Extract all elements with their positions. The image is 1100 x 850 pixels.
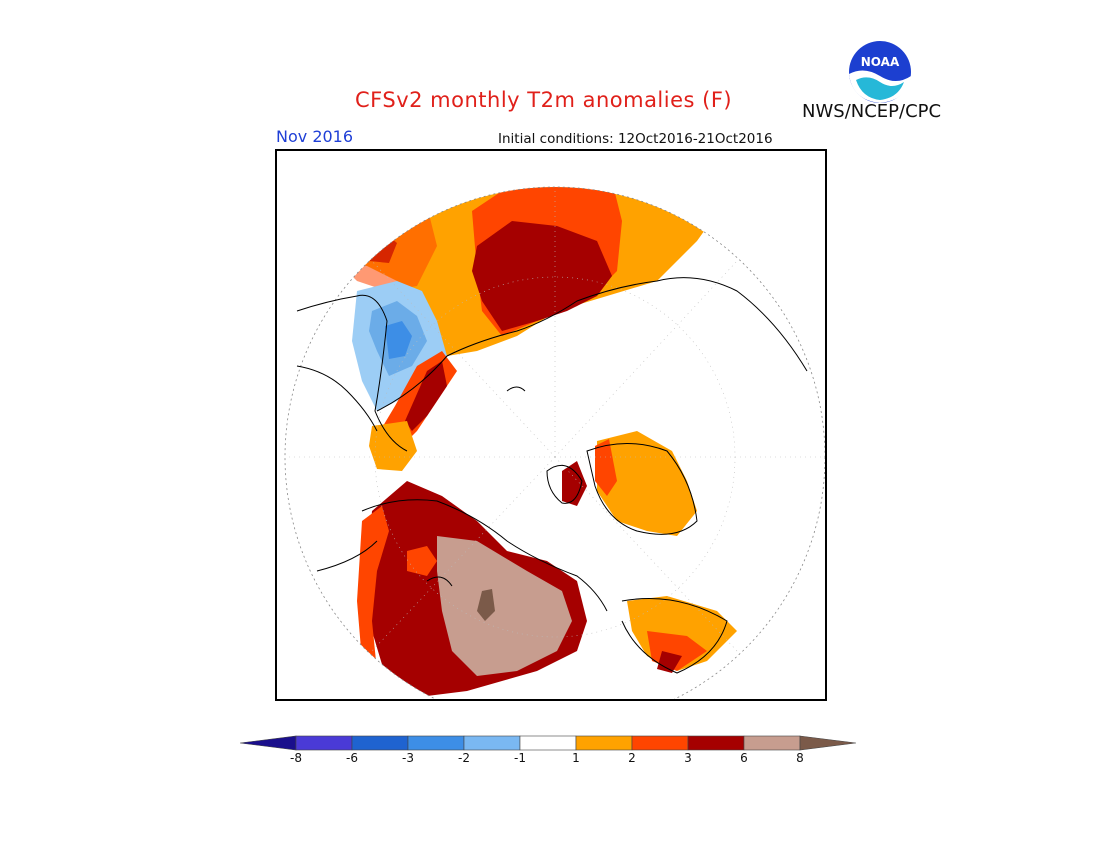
colorbar-segment bbox=[407, 735, 465, 751]
colorbar-tick-label: -3 bbox=[402, 751, 414, 765]
map-panel bbox=[275, 149, 827, 701]
arctic-island-extreme-warm bbox=[562, 461, 587, 506]
colorbar-arrow-low bbox=[240, 735, 297, 751]
siberia-extreme-warm bbox=[472, 221, 612, 331]
colorbar-segment bbox=[687, 735, 745, 751]
noaa-logo: NOAA bbox=[849, 41, 911, 103]
colorbar-tick-label: 2 bbox=[628, 751, 636, 765]
coastlines bbox=[296, 277, 808, 674]
valid-month-label: Nov 2016 bbox=[276, 127, 354, 146]
alaska-warm bbox=[407, 546, 437, 576]
colorbar-tick-label: -6 bbox=[346, 751, 358, 765]
colorbar-segment bbox=[519, 735, 577, 751]
colorbar-segment bbox=[631, 735, 689, 751]
hemisphere-boundary bbox=[284, 186, 825, 699]
colorbar-arrow-high bbox=[799, 735, 857, 751]
chart-title: CFSv2 monthly T2m anomalies (F) bbox=[355, 88, 733, 112]
noaa-logo-text: NOAA bbox=[861, 55, 900, 69]
labrador-extreme-warm bbox=[657, 651, 682, 673]
colorbar-tick-label: -8 bbox=[290, 751, 302, 765]
colorbar-tick-label: 1 bbox=[572, 751, 580, 765]
polar-map bbox=[284, 186, 825, 699]
greenland-west-warm bbox=[595, 439, 617, 496]
central-canada-peak bbox=[477, 589, 495, 621]
north-america-west-orange bbox=[357, 506, 389, 671]
colorbar-tick-label: -1 bbox=[514, 751, 526, 765]
colorbar-tick-label: 3 bbox=[684, 751, 692, 765]
agency-label: NWS/NCEP/CPC bbox=[802, 101, 942, 122]
scandinavia-extreme-warm bbox=[405, 361, 447, 431]
colorbar-tick-label: 8 bbox=[796, 751, 804, 765]
initial-conditions-label: Initial conditions: 12Oct2016-21Oct2016 bbox=[498, 131, 773, 147]
colorbar-tick-label: -2 bbox=[458, 751, 470, 765]
colorbar-segment bbox=[295, 735, 353, 751]
europe-south-orange bbox=[369, 421, 417, 471]
colorbar-segment bbox=[743, 735, 801, 751]
colorbar-segment bbox=[575, 735, 633, 751]
colorbar bbox=[240, 735, 857, 751]
colorbar-segment bbox=[463, 735, 521, 751]
north-america-max-warm bbox=[437, 536, 572, 676]
colorbar-segment bbox=[351, 735, 409, 751]
europe-cold-center bbox=[385, 321, 412, 359]
colorbar-tick-label: 6 bbox=[740, 751, 748, 765]
